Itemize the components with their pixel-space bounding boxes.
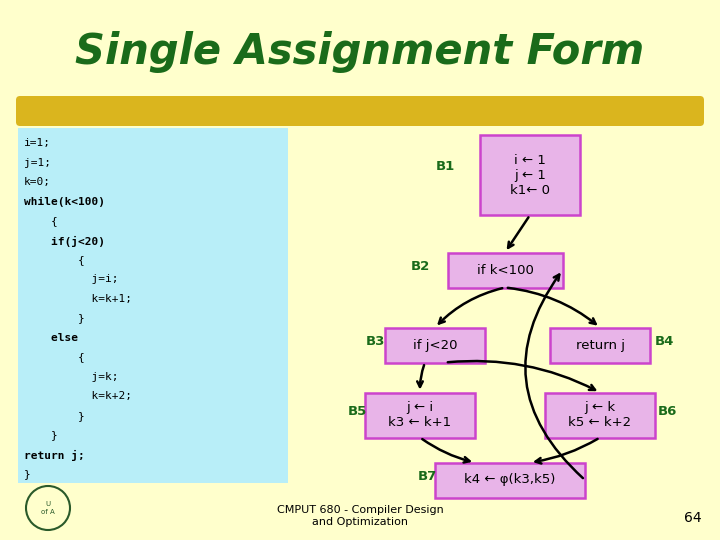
Text: k=k+2;: k=k+2; <box>24 392 132 402</box>
Text: Single Assignment Form: Single Assignment Form <box>76 31 644 73</box>
Text: }: } <box>24 430 58 441</box>
FancyBboxPatch shape <box>480 135 580 215</box>
Text: j ← k
k5 ← k+2: j ← k k5 ← k+2 <box>568 401 631 429</box>
Text: B1: B1 <box>436 160 455 173</box>
Text: {: { <box>24 216 58 226</box>
Text: j ← i
k3 ← k+1: j ← i k3 ← k+1 <box>388 401 451 429</box>
Text: k4 ← φ(k3,k5): k4 ← φ(k3,k5) <box>464 474 556 487</box>
Text: B3: B3 <box>366 335 385 348</box>
FancyBboxPatch shape <box>435 462 585 497</box>
Text: return j: return j <box>575 339 624 352</box>
Text: while(k<100): while(k<100) <box>24 197 105 206</box>
Text: }: } <box>24 411 85 421</box>
Text: B4: B4 <box>655 335 675 348</box>
Text: {: { <box>24 255 85 265</box>
Text: CMPUT 680 - Compiler Design
and Optimization: CMPUT 680 - Compiler Design and Optimiza… <box>276 505 444 527</box>
FancyBboxPatch shape <box>18 128 288 483</box>
Text: if(j<20): if(j<20) <box>24 235 105 247</box>
FancyBboxPatch shape <box>16 96 704 126</box>
Text: B7: B7 <box>418 470 437 483</box>
Text: B2: B2 <box>410 260 430 273</box>
Text: {: { <box>24 353 85 362</box>
Text: j=i;: j=i; <box>24 274 119 285</box>
Text: i ← 1
j ← 1
k1← 0: i ← 1 j ← 1 k1← 0 <box>510 153 550 197</box>
Text: j=1;: j=1; <box>24 158 51 167</box>
Text: B5: B5 <box>348 405 367 418</box>
FancyBboxPatch shape <box>550 327 650 362</box>
FancyBboxPatch shape <box>385 327 485 362</box>
FancyBboxPatch shape <box>365 393 475 437</box>
Text: j=k;: j=k; <box>24 372 119 382</box>
Text: i=1;: i=1; <box>24 138 51 148</box>
Text: 64: 64 <box>685 511 702 525</box>
Text: if k<100: if k<100 <box>477 264 534 276</box>
Text: k=k+1;: k=k+1; <box>24 294 132 304</box>
FancyBboxPatch shape <box>448 253 562 287</box>
Text: return j;: return j; <box>24 450 85 461</box>
Text: }: } <box>24 469 31 480</box>
Text: if j<20: if j<20 <box>413 339 457 352</box>
Text: U
of A: U of A <box>41 502 55 515</box>
Text: else: else <box>24 333 78 343</box>
Text: B6: B6 <box>658 405 678 418</box>
Text: k=0;: k=0; <box>24 177 51 187</box>
FancyBboxPatch shape <box>545 393 655 437</box>
Text: }: } <box>24 314 85 323</box>
